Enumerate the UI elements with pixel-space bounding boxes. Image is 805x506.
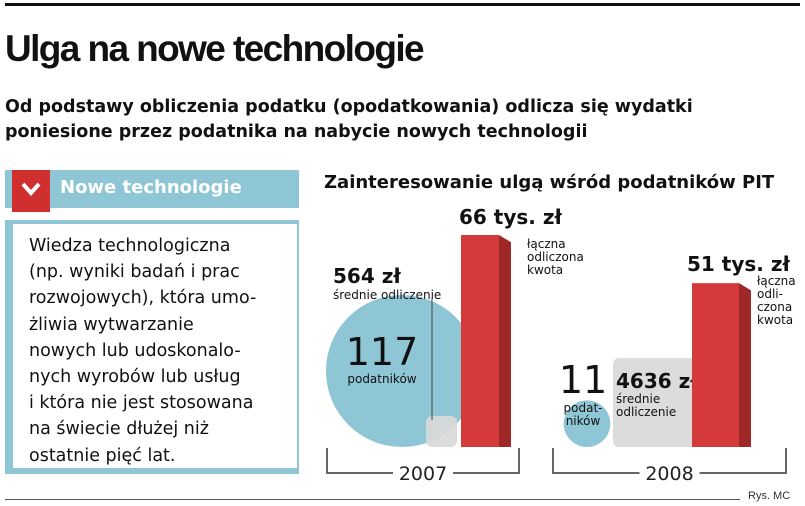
info-box: Wiedza technologiczna (np. wyniki badań … — [5, 220, 299, 474]
info-box-line: i która nie jest stosowana — [29, 393, 254, 414]
bubble-label-2008-line: podat- — [564, 401, 603, 415]
info-box-marker — [12, 170, 50, 212]
total-value-2007: 66 tys. zł — [459, 205, 562, 229]
page-title: Ulga na nowe technologie — [5, 28, 425, 69]
total-caption-2008-line: łączna — [757, 274, 796, 288]
info-box-title: Nowe technologie — [60, 177, 242, 198]
avg-caption-2007: średnie odliczenie — [333, 288, 441, 302]
year-bracket-2007-right — [453, 448, 520, 474]
total-bar-2007 — [461, 235, 499, 447]
chevron-down-icon — [21, 182, 41, 197]
page-subtitle: Od podstawy obliczenia podatku (opodatko… — [5, 97, 693, 142]
total-value-2008: 51 tys. zł — [687, 252, 790, 276]
bubble-value-2007: 117 — [346, 330, 419, 374]
bubble-label-2008-line: ników — [566, 414, 601, 428]
avg-box-2007 — [426, 416, 457, 447]
total-bar-2008 — [692, 283, 739, 447]
top-rule — [5, 3, 800, 6]
bubble-value-2008: 11 — [559, 358, 607, 402]
total-bar-2008-side — [739, 283, 751, 447]
avg-value-2008: 4636 zł — [616, 369, 698, 393]
year-bracket-2008-left — [552, 448, 640, 474]
info-box-line: na świecie dłużej niż — [29, 419, 209, 440]
total-caption-2008-line: czona — [757, 300, 792, 314]
total-caption-2008-line: odli- — [757, 287, 783, 301]
avg-value-2007: 564 zł — [333, 264, 401, 288]
year-bracket-2008-right — [699, 448, 787, 474]
bubble-2008 — [563, 400, 611, 447]
info-box-line: żliwia wytwarzanie — [29, 314, 194, 335]
avg-caption-2008-line: odliczenie — [616, 405, 676, 419]
avg-caption-2008-line: średnie — [616, 392, 660, 406]
info-box-text: Wiedza technologiczna (np. wyniki badań … — [29, 233, 299, 469]
bubble-2007 — [326, 295, 478, 447]
info-box-line: Wiedza technologiczna — [29, 236, 231, 256]
avg-box-2008 — [613, 358, 702, 447]
year-bracket-2008-label: 2008 — [645, 463, 693, 485]
year-bracket-2007-left — [326, 448, 393, 474]
chart-title: Zainteresowanie ulgą wśród podatników PI… — [324, 172, 775, 193]
info-box-line: nych wyrobów lub usług — [29, 367, 241, 388]
info-box-header: Nowe technologie — [5, 170, 299, 212]
total-caption-2008-line: kwota — [757, 313, 793, 327]
info-box-line: nowych lub udoskonalo- — [29, 340, 241, 361]
info-box-line: ostatnie pięć lat. — [29, 445, 176, 466]
total-caption-2007-line: kwota — [527, 263, 563, 277]
info-box-line: (np. wyniki badań i prac — [29, 262, 240, 283]
info-box-inner: Wiedza technologiczna (np. wyniki badań … — [13, 224, 297, 468]
total-bar-2007-side — [499, 235, 511, 447]
info-box-line: rozwojowych), która umo- — [29, 288, 257, 309]
total-caption-2007-line: odliczona — [527, 250, 584, 264]
year-bracket-2007-label: 2007 — [399, 463, 447, 485]
bubble-label-2007: podatników — [347, 372, 416, 386]
bottom-rule — [5, 499, 740, 500]
total-caption-2007-line: łączna — [527, 237, 566, 251]
credit: Rys. MC — [748, 490, 791, 502]
